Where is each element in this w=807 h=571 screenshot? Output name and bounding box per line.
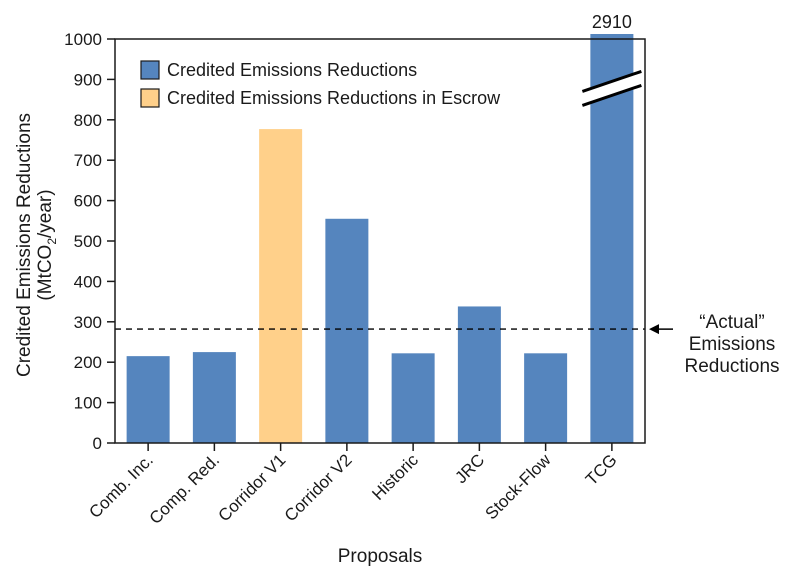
x-tick-label: Comp. Red. [146,450,224,528]
bar [259,129,303,444]
reference-annotation-line: Emissions [689,334,776,355]
y-axis-title-line1: Credited Emissions Reductions [14,113,35,377]
x-tick-label: Comb. Inc. [85,450,157,522]
legend-label: Credited Emissions Reductions in Escrow [167,88,501,108]
bars: 2910 [126,12,642,444]
plot-frame [114,38,646,444]
legend: Credited Emissions Reductions Credited Em… [140,60,501,108]
y-axis-title: Credited Emissions Reductions (MtCO2/yea… [14,113,59,377]
reference-annotation-line: Reductions [684,356,779,377]
y-tick-label: 1000 [64,30,102,49]
y-axis-title-line2: (MtCO2/year) [35,189,59,300]
y-tick-label: 300 [74,313,102,332]
bar [391,353,435,443]
y-tick-label: 600 [74,192,102,211]
x-tick-label: Stock-Flow [482,450,555,523]
bar [590,34,634,443]
x-tick-label: Corridor V1 [215,450,290,525]
reference-arrow-head [649,324,659,335]
bar [192,352,236,443]
axis-break-line [581,83,642,107]
bar [524,353,568,443]
y-tick-label: 100 [74,394,102,413]
x-axis-title: Proposals [338,546,423,567]
legend-swatch [140,88,160,108]
reference-annotation-line: “Actual” [699,312,764,333]
y-axis-ticks: 0 100 200 300 400 500 600 700 800 900 1000 [64,30,115,453]
axis-break-gap [582,71,642,106]
reference-annotation: “Actual” Emissions Reductions [684,312,779,377]
bar [457,306,501,443]
y-tick-label: 400 [74,272,102,291]
bar-value-label: 2910 [592,12,632,32]
y-tick-label: 500 [74,232,102,251]
x-axis-ticks: Comb. Inc.Comp. Red.Corridor V1Corridor … [85,443,621,528]
plot-border [114,38,646,444]
x-tick-label: TCG [582,450,621,489]
y-tick-label: 800 [74,111,102,130]
legend-label: Credited Emissions Reductions [167,60,417,80]
x-tick-label: Corridor V2 [281,450,356,525]
y-tick-label: 700 [74,151,102,170]
bar [126,356,170,443]
y-tick-label: 200 [74,353,102,372]
x-tick-label: Historic [368,450,422,504]
x-tick-label: JRC [451,450,488,487]
y-tick-label: 900 [74,70,102,89]
axis-break [581,69,642,107]
y-tick-label: 0 [93,434,102,453]
legend-swatch [140,60,160,80]
reference-line-group: “Actual” Emissions Reductions [115,312,780,377]
bar [325,218,369,443]
axis-break-line [581,69,642,93]
